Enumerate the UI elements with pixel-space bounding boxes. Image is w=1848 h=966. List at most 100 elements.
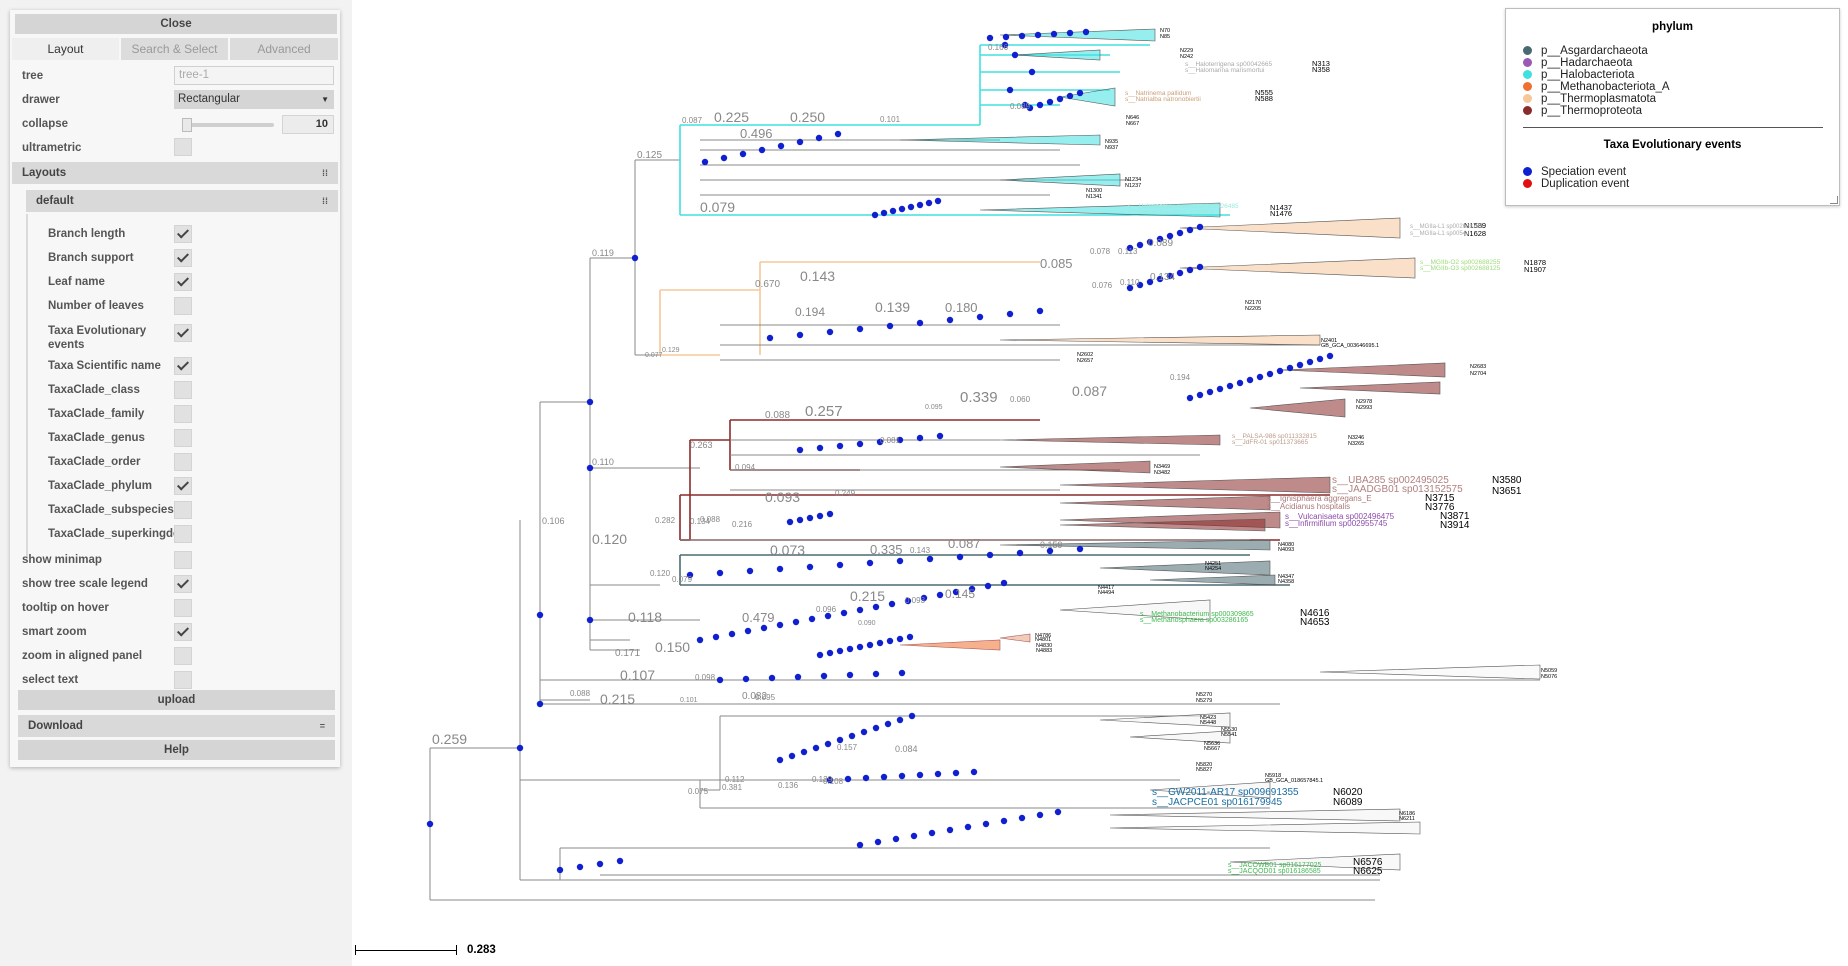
- collapsed-clade-wedge: [1179, 217, 1401, 239]
- taxa-evolutionary-events-checkbox[interactable]: [174, 324, 192, 342]
- speciation-node: [1016, 549, 1024, 557]
- speciation-node: [886, 322, 894, 330]
- layouts-section-header[interactable]: Layouts ⁞⁞: [12, 162, 338, 184]
- default-layout-title: default: [36, 195, 74, 207]
- speciation-node: [812, 744, 820, 752]
- legend-label: p__Thermoplasmatota: [1541, 93, 1657, 105]
- node-id-label: N3246: [1348, 435, 1364, 441]
- default-layout-header[interactable]: default ⁞⁞: [26, 190, 338, 212]
- legend-color-swatch: [1523, 58, 1532, 67]
- phylum-legend-title: phylum: [1652, 21, 1693, 33]
- option-label: Leaf name: [48, 276, 105, 288]
- node-id-label: N5827: [1196, 767, 1212, 773]
- tab-advanced[interactable]: Advanced: [230, 38, 338, 60]
- legend-item: p__Asgardarchaeota: [1523, 45, 1648, 58]
- leaf-name-checkbox[interactable]: [174, 273, 192, 291]
- species-name-label: s__Vulcanisaeta sp002496475: [1285, 512, 1395, 521]
- collapsed-clade-wedge: [1299, 381, 1441, 395]
- zoom-in-aligned-panel-checkbox[interactable]: [174, 647, 192, 665]
- speciation-node: [880, 209, 888, 217]
- speciation-node: [1006, 86, 1014, 94]
- speciation-node: [1256, 373, 1264, 381]
- speciation-node: [826, 649, 834, 657]
- node-id-label: N1476: [1270, 209, 1292, 218]
- speciation-node: [701, 158, 709, 166]
- branch-length-checkbox[interactable]: [174, 225, 192, 243]
- speciation-node: [984, 582, 992, 590]
- collapsed-clade-wedge: [1149, 574, 1276, 586]
- speciation-node: [1136, 241, 1144, 249]
- speciation-node: [986, 551, 994, 559]
- upload-button[interactable]: upload: [18, 690, 335, 710]
- collapse-slider[interactable]: [182, 118, 274, 132]
- resize-handle-icon[interactable]: [1830, 196, 1838, 204]
- support-label: 0.088: [570, 689, 591, 698]
- help-button[interactable]: Help: [18, 740, 335, 760]
- speciation-node: [596, 860, 604, 868]
- taxaclade-phylum-checkbox[interactable]: [174, 477, 192, 495]
- node-id-label: N5918: [1265, 773, 1281, 779]
- node-id-label: N4830: [1036, 643, 1052, 649]
- tab-layout[interactable]: Layout: [12, 38, 119, 60]
- speciation-node: [946, 826, 954, 834]
- collapse-input[interactable]: 10: [282, 115, 334, 134]
- support-label: 0.143: [800, 268, 835, 284]
- speciation-node: [892, 835, 900, 843]
- speciation-node: [746, 567, 754, 575]
- scale-tick-left: [355, 945, 356, 955]
- show-tree-scale-legend-checkbox[interactable]: [174, 575, 192, 593]
- option-label: TaxaClade_phylum: [48, 480, 152, 492]
- collapse-slider-handle[interactable]: [182, 118, 192, 132]
- legend-item: p__Halobacteriota: [1523, 69, 1634, 82]
- support-label: 0.134: [690, 517, 711, 526]
- speciation-node: [1036, 101, 1044, 109]
- taxaclade-subspecies-checkbox[interactable]: [174, 501, 192, 519]
- speciation-node: [956, 553, 964, 561]
- taxaclade-order-checkbox[interactable]: [174, 453, 192, 471]
- tab-search-select[interactable]: Search & Select: [121, 38, 228, 60]
- taxa-scientific-name-checkbox[interactable]: [174, 357, 192, 375]
- collapsed-clade-wedge: [1149, 781, 1271, 799]
- node-id-label: N1589: [1464, 221, 1486, 230]
- taxaclade-class-checkbox[interactable]: [174, 381, 192, 399]
- support-label: 0.136: [778, 781, 799, 790]
- ultrametric-checkbox[interactable]: [174, 138, 192, 156]
- speciation-node: [880, 773, 888, 781]
- speciation-node: [1246, 376, 1254, 384]
- speciation-node: [796, 138, 804, 146]
- support-label: 0.125: [637, 150, 662, 161]
- option-label: Taxa Scientific name: [48, 360, 161, 372]
- speciation-node: [824, 740, 832, 748]
- node-id-label: N6625: [1353, 866, 1383, 877]
- speciation-node: [758, 146, 766, 154]
- number-of-leaves-checkbox[interactable]: [174, 297, 192, 315]
- taxaclade-superkingdom-checkbox[interactable]: [174, 525, 192, 543]
- collapsed-clade-wedge: [1129, 730, 1231, 744]
- close-button[interactable]: Close: [15, 14, 337, 34]
- speciation-node: [1176, 229, 1184, 237]
- tree-select[interactable]: tree-1: [174, 66, 334, 85]
- support-label: 0.496: [740, 126, 773, 141]
- tree-canvas[interactable]: 0.259 0.106 0.119 0.125 0.087 0.225 0.250 0.101…: [352, 0, 1848, 930]
- support-label: 0.094: [735, 463, 756, 472]
- tooltip-on-hover-checkbox[interactable]: [174, 599, 192, 617]
- speciation-node: [1066, 29, 1074, 37]
- option-label: TaxaClade_order: [48, 456, 141, 468]
- select-text-checkbox[interactable]: [174, 671, 192, 689]
- node-id-label: N2993: [1356, 405, 1372, 411]
- smart-zoom-checkbox[interactable]: [174, 623, 192, 641]
- support-label: 0.129: [812, 775, 833, 784]
- taxaclade-genus-checkbox[interactable]: [174, 429, 192, 447]
- show-minimap-checkbox[interactable]: [174, 551, 192, 569]
- collapsed-clade-wedge: [999, 434, 1221, 446]
- node-id-label: N3482: [1154, 470, 1170, 476]
- taxaclade-family-checkbox[interactable]: [174, 405, 192, 423]
- download-section-header[interactable]: Download =: [18, 715, 335, 737]
- branch-support-checkbox[interactable]: [174, 249, 192, 267]
- node-id-label: N242: [1180, 54, 1193, 60]
- node-id-label: N5423: [1200, 715, 1216, 721]
- drawer-dropdown[interactable]: Rectangular ▼: [174, 90, 334, 109]
- speciation-node: [934, 770, 942, 778]
- node-id-label: N2205: [1245, 306, 1261, 312]
- species-name-label: s__Natrialba natronobiertii: [1125, 96, 1201, 103]
